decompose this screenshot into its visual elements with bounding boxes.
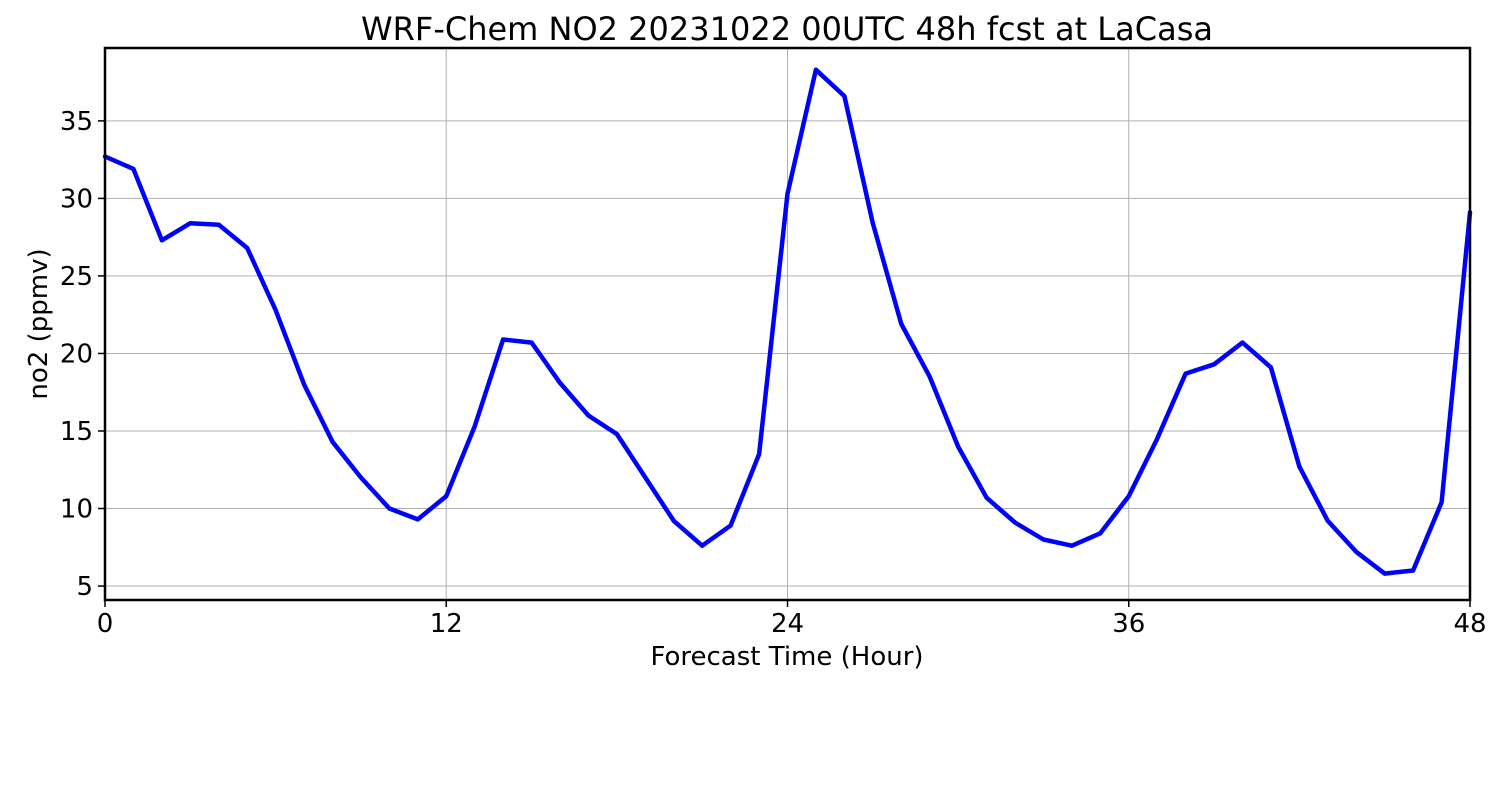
data-point — [302, 382, 307, 387]
data-point — [870, 221, 875, 226]
x-tick-label: 24 — [771, 609, 804, 639]
data-point — [387, 506, 392, 511]
y-tick-label: 15 — [60, 417, 93, 447]
data-point — [813, 67, 818, 72]
data-point — [643, 475, 648, 480]
data-point — [1212, 362, 1217, 367]
data-point — [1183, 371, 1188, 376]
y-tick-label: 5 — [76, 572, 93, 602]
data-point — [529, 340, 534, 345]
y-tick-label: 30 — [60, 184, 93, 214]
data-point — [245, 246, 250, 251]
data-point — [415, 517, 420, 522]
data-point — [1126, 494, 1131, 499]
data-point — [558, 380, 562, 385]
data-point — [614, 432, 619, 437]
data-point — [472, 424, 477, 429]
data-point — [1411, 568, 1416, 573]
data-point — [984, 495, 989, 500]
data-point — [330, 439, 335, 444]
data-point — [216, 222, 221, 227]
x-tick-label: 0 — [97, 609, 114, 639]
data-point — [1382, 571, 1387, 576]
data-point — [1268, 365, 1273, 370]
data-point — [444, 494, 449, 499]
data-point — [159, 238, 164, 243]
data-point — [1155, 436, 1160, 441]
chart-title: WRF-Chem NO2 20231022 00UTC 48h fcst at … — [361, 10, 1213, 48]
data-point — [757, 452, 762, 457]
data-point — [358, 475, 363, 480]
data-point — [842, 94, 847, 99]
data-point — [728, 523, 733, 528]
data-point — [899, 322, 904, 326]
data-point — [501, 337, 506, 342]
y-tick-label: 20 — [60, 339, 93, 369]
x-tick-label: 12 — [430, 609, 463, 639]
data-point — [1325, 518, 1330, 523]
data-point — [1354, 549, 1359, 554]
data-point — [131, 166, 136, 171]
data-point — [1240, 340, 1245, 345]
y-tick-label: 25 — [60, 262, 93, 292]
series-layer — [102, 67, 1473, 576]
y-tick-label: 10 — [60, 495, 93, 525]
y-axis-label: no2 (ppmv) — [24, 248, 54, 399]
data-point — [1439, 500, 1444, 505]
x-tick-label: 48 — [1453, 609, 1486, 639]
x-axis-label: Forecast Time (Hour) — [650, 642, 923, 672]
data-point — [188, 221, 193, 226]
data-point — [671, 518, 676, 523]
x-tick-label: 36 — [1112, 609, 1145, 639]
y-tick-label: 35 — [60, 107, 93, 137]
data-point — [956, 444, 961, 449]
grid-layer — [104, 48, 1471, 600]
data-point — [273, 308, 278, 313]
data-point — [927, 374, 932, 379]
data-point — [1098, 531, 1103, 536]
data-point — [586, 413, 591, 418]
data-point — [785, 191, 790, 196]
data-point — [1013, 520, 1017, 525]
data-point — [700, 543, 705, 548]
data-point — [1041, 537, 1046, 542]
data-point — [1069, 543, 1074, 548]
tick-layer: 0 12 24 36 48 5 10 15 20 25 30 35 — [60, 107, 1487, 639]
data-point — [1297, 464, 1302, 469]
